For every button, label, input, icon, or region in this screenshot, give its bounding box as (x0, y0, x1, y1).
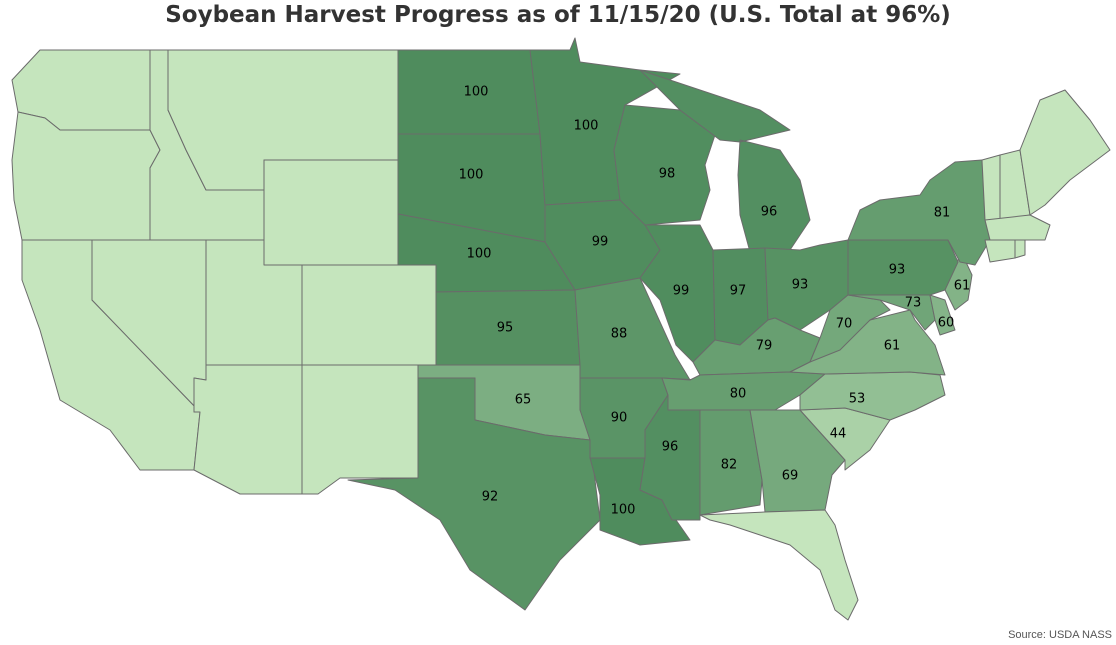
state-value-ok: 65 (515, 393, 532, 408)
state-il[interactable] (639, 224, 716, 363)
state-value-ga: 69 (782, 469, 799, 484)
state-value-oh: 93 (792, 278, 809, 293)
states-layer (11, 37, 1111, 621)
state-me[interactable] (1019, 89, 1111, 216)
state-fl[interactable] (699, 509, 859, 621)
state-value-in: 97 (730, 284, 747, 299)
state-value-ar: 90 (611, 411, 628, 426)
state-value-ny: 81 (934, 206, 951, 221)
state-value-sc: 44 (830, 427, 847, 442)
state-value-tx: 92 (482, 490, 499, 505)
state-value-ne: 100 (467, 247, 492, 262)
map-title: Soybean Harvest Progress as of 11/15/20 … (165, 2, 951, 28)
state-value-nc: 53 (849, 392, 866, 407)
state-ri[interactable] (1014, 239, 1026, 259)
state-co[interactable] (301, 264, 437, 366)
state-nm[interactable] (301, 364, 419, 495)
state-mn[interactable] (529, 37, 681, 206)
state-wy[interactable] (263, 159, 399, 266)
state-value-de: 60 (938, 316, 955, 331)
state-value-ms: 96 (662, 440, 679, 455)
state-de[interactable] (929, 294, 956, 336)
state-value-sd: 100 (459, 168, 484, 183)
state-value-mn: 100 (574, 119, 599, 134)
state-tx[interactable] (347, 377, 601, 611)
state-value-la: 100 (611, 503, 636, 518)
state-value-va: 61 (884, 339, 901, 354)
state-value-pa: 93 (889, 263, 906, 278)
state-value-wv: 70 (836, 317, 853, 332)
state-value-ky: 79 (756, 339, 773, 354)
state-value-tn: 80 (730, 387, 747, 402)
state-value-wi: 98 (659, 167, 676, 182)
state-value-al: 82 (721, 458, 738, 473)
state-ma[interactable] (984, 214, 1051, 241)
source-note: Source: USDA NASS (1008, 629, 1112, 641)
state-value-ks: 95 (497, 321, 514, 336)
state-value-ia: 99 (592, 235, 609, 250)
state-ct[interactable] (984, 239, 1016, 263)
state-value-nd: 100 (464, 85, 489, 100)
labels-layer: 100 100 100 95 65 92 100 99 88 90 100 98 99 96 96 97 93 7… (459, 85, 971, 518)
state-az[interactable] (193, 364, 303, 495)
state-value-mi: 96 (761, 205, 778, 220)
state-value-md: 73 (905, 296, 922, 311)
state-value-il: 99 (673, 284, 690, 299)
state-value-mo: 88 (611, 327, 628, 342)
state-al[interactable] (699, 409, 763, 516)
state-value-nj: 61 (954, 279, 971, 294)
state-or[interactable] (11, 111, 161, 241)
state-vt[interactable] (981, 154, 1001, 221)
